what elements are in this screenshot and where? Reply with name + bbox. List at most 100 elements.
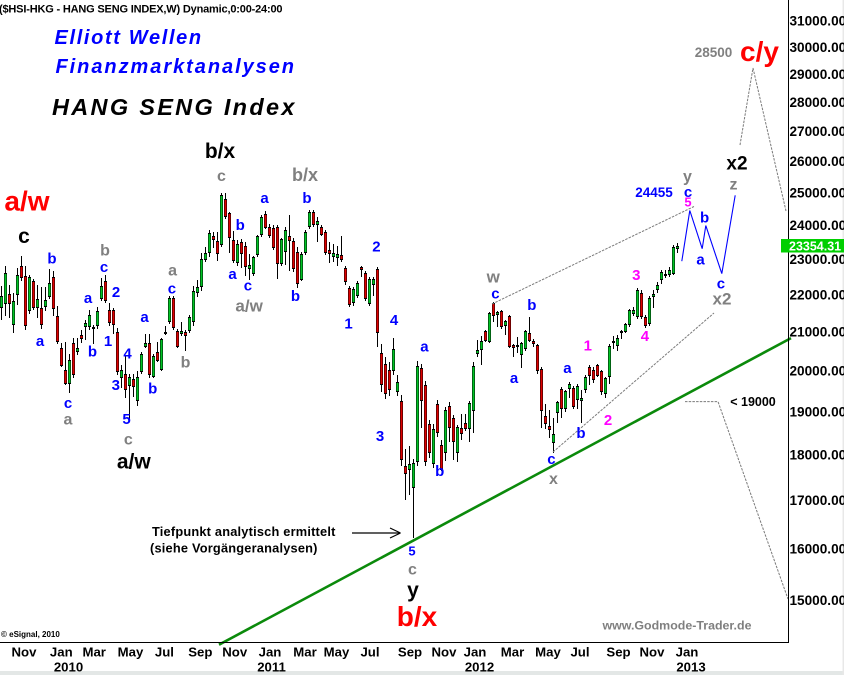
svg-text:z: z — [730, 176, 738, 193]
svg-text:Sep: Sep — [398, 645, 422, 660]
svg-text:b: b — [181, 354, 191, 371]
svg-text:16000.00: 16000.00 — [790, 541, 844, 556]
svg-text:b/x: b/x — [397, 601, 438, 632]
svg-text:2: 2 — [372, 238, 380, 255]
svg-text:a: a — [228, 266, 237, 283]
svg-text:c: c — [100, 259, 108, 276]
svg-text:($HSI-HKG - HANG SENG INDEX,W): ($HSI-HKG - HANG SENG INDEX,W) Dynamic,0… — [0, 4, 282, 16]
svg-text:2011: 2011 — [257, 660, 286, 675]
svg-text:Mar: Mar — [501, 645, 524, 660]
svg-text:2: 2 — [604, 412, 612, 429]
svg-text:c: c — [547, 451, 555, 468]
svg-text:May: May — [535, 645, 561, 660]
svg-text:www.Godmode-Trader.de: www.Godmode-Trader.de — [602, 619, 752, 633]
svg-text:a/w: a/w — [117, 451, 152, 474]
svg-text:Sep: Sep — [606, 645, 630, 660]
svg-text:a: a — [510, 370, 519, 387]
svg-text:HANG SENG Index: HANG SENG Index — [52, 94, 297, 120]
svg-text:Jul: Jul — [570, 645, 589, 660]
svg-text:c: c — [717, 275, 725, 292]
svg-text:5: 5 — [684, 194, 691, 209]
svg-text:c: c — [18, 225, 30, 248]
svg-text:c: c — [244, 278, 252, 295]
svg-text:28500: 28500 — [695, 45, 733, 60]
svg-text:20000.00: 20000.00 — [790, 363, 844, 378]
svg-text:26000.00: 26000.00 — [790, 154, 844, 169]
svg-text:3: 3 — [376, 428, 384, 445]
svg-text:29000.00: 29000.00 — [790, 67, 844, 82]
svg-text:b: b — [435, 463, 444, 480]
svg-text:30000.00: 30000.00 — [790, 40, 844, 55]
svg-text:Jan: Jan — [259, 645, 282, 660]
svg-text:2012: 2012 — [465, 660, 494, 675]
svg-text:Sep: Sep — [188, 645, 212, 660]
svg-text:b/x: b/x — [292, 165, 318, 185]
svg-text:2010: 2010 — [54, 660, 83, 675]
svg-text:a: a — [420, 338, 429, 355]
svg-text:23354.31: 23354.31 — [789, 239, 841, 253]
svg-text:2: 2 — [112, 284, 120, 301]
svg-text:a: a — [168, 262, 177, 279]
svg-text:Jul: Jul — [155, 645, 174, 660]
svg-text:b: b — [47, 251, 56, 268]
svg-text:w: w — [486, 267, 501, 286]
svg-text:28000.00: 28000.00 — [790, 95, 844, 110]
svg-text:© eSignal, 2010: © eSignal, 2010 — [1, 630, 60, 639]
svg-text:y: y — [683, 168, 692, 185]
svg-text:4: 4 — [123, 346, 132, 363]
svg-text:b: b — [148, 380, 157, 397]
svg-text:c: c — [124, 431, 133, 448]
svg-text:Elliott Wellen: Elliott Wellen — [55, 27, 203, 49]
svg-text:x2: x2 — [726, 154, 747, 175]
svg-text:18000.00: 18000.00 — [790, 447, 844, 462]
svg-text:a/w: a/w — [4, 186, 49, 217]
svg-text:a: a — [140, 309, 149, 326]
svg-text:4: 4 — [641, 328, 650, 345]
svg-text:3: 3 — [632, 267, 640, 284]
svg-text:c: c — [491, 286, 499, 303]
svg-text:a/w: a/w — [235, 297, 263, 316]
svg-text:23000.00: 23000.00 — [790, 252, 844, 267]
svg-text:< 19000: < 19000 — [730, 395, 776, 409]
svg-text:31000.00: 31000.00 — [790, 14, 844, 29]
svg-text:a: a — [563, 360, 572, 377]
svg-text:17000.00: 17000.00 — [790, 493, 844, 508]
svg-text:a: a — [696, 251, 705, 268]
svg-text:a: a — [84, 290, 93, 307]
svg-text:y: y — [407, 579, 419, 602]
svg-text:1: 1 — [344, 316, 352, 333]
svg-text:Jan: Jan — [50, 645, 73, 660]
svg-text:b: b — [100, 242, 110, 259]
svg-text:27000.00: 27000.00 — [790, 124, 844, 139]
svg-text:(siehe Vorgängeranalysen): (siehe Vorgängeranalysen) — [150, 541, 318, 556]
svg-text:b: b — [700, 210, 709, 227]
svg-text:21000.00: 21000.00 — [790, 324, 844, 339]
svg-text:4: 4 — [390, 312, 399, 329]
svg-text:May: May — [118, 645, 144, 660]
svg-text:24000.00: 24000.00 — [790, 218, 844, 233]
svg-text:Tiefpunkt analytisch ermittelt: Tiefpunkt analytisch ermittelt — [152, 524, 336, 539]
svg-text:b: b — [236, 217, 245, 234]
svg-text:Nov: Nov — [222, 645, 248, 660]
svg-text:c: c — [64, 395, 72, 412]
svg-text:Mar: Mar — [293, 645, 316, 660]
svg-text:b: b — [88, 344, 97, 361]
svg-text:a: a — [260, 190, 269, 207]
svg-text:1: 1 — [584, 338, 592, 355]
svg-text:3: 3 — [112, 377, 120, 394]
svg-text:2013: 2013 — [676, 660, 705, 675]
svg-text:b/x: b/x — [205, 140, 236, 163]
svg-text:24455: 24455 — [635, 185, 673, 200]
svg-text:Finanzmarktanalysen: Finanzmarktanalysen — [56, 56, 296, 78]
svg-text:c: c — [217, 168, 226, 185]
svg-text:c/y: c/y — [740, 36, 779, 67]
svg-text:Jul: Jul — [360, 645, 379, 660]
svg-text:b: b — [291, 288, 300, 305]
svg-text:Jan: Jan — [676, 645, 699, 660]
svg-text:x: x — [549, 471, 558, 488]
svg-text:15000.00: 15000.00 — [790, 593, 844, 608]
svg-text:Jan: Jan — [464, 645, 487, 660]
svg-text:b: b — [302, 190, 311, 207]
svg-text:5: 5 — [122, 411, 130, 428]
svg-text:1: 1 — [104, 333, 112, 350]
